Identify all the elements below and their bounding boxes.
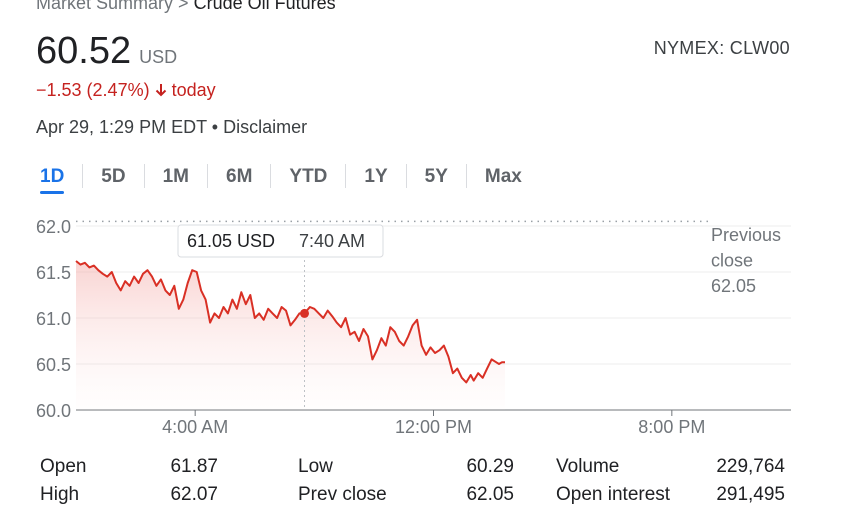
disclaimer-link[interactable]: Disclaimer: [223, 117, 308, 137]
dot-separator: •: [211, 117, 219, 137]
tab-1d[interactable]: 1D: [36, 160, 68, 194]
price-currency: USD: [139, 47, 178, 67]
tab-6m[interactable]: 6M: [226, 166, 253, 187]
previous-close-value: 62.05: [711, 276, 756, 296]
tooltip-time: 7:40 AM: [299, 231, 365, 251]
stat-label-open-interest: Open interest: [556, 484, 671, 505]
stat-label-low: Low: [298, 456, 333, 477]
price-area: [76, 261, 505, 410]
price-change: −1.53 (2.47%) today: [36, 80, 216, 101]
price-change-period: today: [171, 80, 216, 100]
quote-timestamp: Apr 29, 1:29 PM EDT: [36, 117, 207, 137]
time-range-tabs: 1D 5D 1M 6M YTD 1Y 5Y Max: [36, 160, 526, 194]
price-change-value: −1.53 (2.47%): [36, 80, 150, 100]
tab-max[interactable]: Max: [484, 166, 522, 187]
breadcrumb: Market Summary > Crude Oil Futures: [36, 0, 336, 14]
tab-5d[interactable]: 5D: [101, 166, 126, 187]
stat-value-prev-close: 62.05: [466, 484, 514, 505]
stat-value-low: 60.29: [466, 456, 514, 477]
tab-divider: [405, 164, 407, 188]
tab-divider: [465, 164, 467, 188]
stat-label-high: High: [40, 484, 80, 505]
breadcrumb-current: Crude Oil Futures: [193, 0, 336, 13]
price-line: [75, 260, 505, 384]
y-tick-label: 61.0: [36, 309, 71, 329]
tab-divider: [345, 164, 347, 188]
previous-close-label: Previous: [711, 225, 781, 245]
exchange-ticker: NYMEX: CLW00: [653, 38, 790, 58]
current-price: 60.52: [36, 30, 132, 72]
x-tick-label: 8:00 PM: [638, 417, 705, 437]
tab-ytd[interactable]: YTD: [289, 166, 328, 187]
stat-value-open-interest: 291,495: [716, 484, 785, 505]
tab-divider: [270, 164, 272, 188]
y-tick-label: 61.5: [36, 263, 71, 283]
hover-point: [300, 308, 310, 318]
tab-1y[interactable]: 1Y: [364, 166, 388, 187]
breadcrumb-separator: >: [178, 0, 189, 13]
tooltip-box: [177, 224, 384, 258]
stat-label-open: Open: [40, 456, 87, 477]
stat-value-high: 62.07: [170, 484, 218, 505]
price-row: 60.52 USD: [36, 30, 177, 73]
stat-label-prev-close: Prev close: [298, 484, 387, 505]
x-tick-label: 4:00 AM: [162, 417, 228, 437]
quote-timestamp-row: Apr 29, 1:29 PM EDT • Disclaimer: [36, 117, 307, 138]
stat-value-volume: 229,764: [716, 456, 785, 477]
y-tick-label: 62.0: [36, 217, 71, 237]
stat-value-open: 61.87: [170, 456, 218, 477]
tab-divider: [143, 164, 145, 188]
price-chart[interactable]: 62.0 61.5 61.0 60.5 60.0 4:00 AM 12:00 PM 8:00…: [0, 200, 842, 450]
y-tick-label: 60.5: [36, 355, 71, 375]
tab-divider: [207, 164, 208, 188]
tooltip-value: 61.05 USD: [187, 231, 275, 251]
arrow-down-icon: [155, 84, 166, 97]
stat-label-volume: Volume: [556, 456, 620, 477]
tab-1m[interactable]: 1M: [162, 166, 189, 187]
x-tick-label: 12:00 PM: [395, 417, 472, 437]
tab-divider: [82, 164, 84, 188]
tab-5y[interactable]: 5Y: [424, 166, 448, 187]
breadcrumb-root[interactable]: Market Summary: [36, 0, 174, 13]
previous-close-label: close: [711, 251, 753, 271]
y-tick-label: 60.0: [36, 401, 71, 421]
